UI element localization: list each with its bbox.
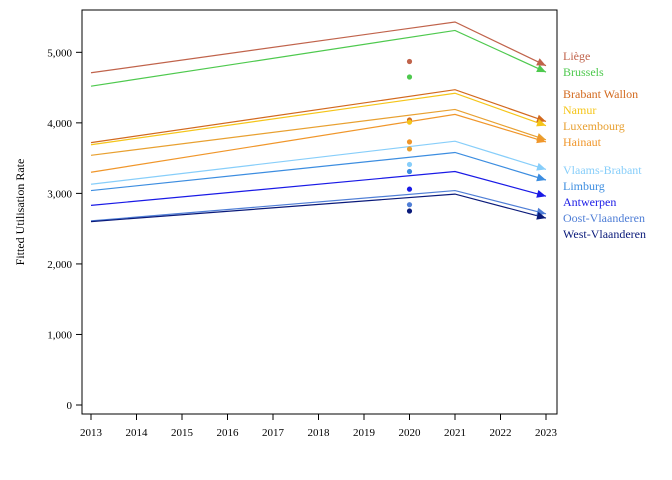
series-line [90,108,547,156]
series-line [90,89,547,144]
x-tick-label: 2014 [126,427,149,439]
legend-entry: Luxembourg [563,119,625,133]
plot-frame [81,9,558,415]
series-arrowhead [536,64,546,73]
legend-entry: Namur [563,103,596,117]
x-tick-label: 2016 [217,427,240,439]
data-point [406,146,413,152]
y-tick-label: 0 [67,400,73,412]
series-arrowhead [536,135,546,144]
x-tick-label: 2020 [399,427,422,439]
y-axis: 0 1,000 2,000 3,000 4,000 5,000 [47,47,82,412]
legend-entry: Limburg [563,179,605,193]
y-tick-label: 3,000 [47,188,72,200]
legend-entry: Vlaams-Brabant [563,163,642,177]
x-tick-label: 2015 [171,427,194,439]
legend: Liège Brussels Brabant Wallon Namur Luxembou… [563,49,646,241]
x-tick-label: 2023 [535,427,558,439]
data-point [406,119,413,125]
series-line [90,151,547,192]
series-points [406,58,413,214]
legend-entry: Oost-Vlaanderen [563,211,645,225]
legend-entry: Liège [563,49,590,63]
legend-entry: West-Vlaanderen [563,227,646,241]
x-axis: 2013 2014 2015 2016 2017 2018 2019 2020 2021 2022… [80,414,558,439]
y-tick-label: 4,000 [47,118,72,130]
x-tick-label: 2021 [444,427,466,439]
series-arrowhead [536,162,546,171]
x-tick-label: 2022 [490,427,512,439]
legend-entry: Hainaut [563,135,602,149]
data-point [406,202,413,208]
series-arrowhead [536,58,546,66]
legend-entry: Brabant Wallon [563,87,638,101]
series-line [90,193,547,223]
series-lines [90,21,547,223]
data-point [406,168,413,175]
data-point [406,161,413,168]
series-line [90,113,547,173]
y-axis-label: Fitted Utilisation Rate [13,159,27,266]
x-tick-label: 2013 [80,427,103,439]
series-arrowhead [536,211,546,220]
series-arrowhead [536,118,546,127]
x-tick-label: 2019 [353,427,376,439]
data-point [406,208,413,214]
data-point [406,139,413,145]
legend-entry: Brussels [563,65,604,79]
series-arrowhead [536,173,546,182]
series-line [90,92,547,146]
y-tick-label: 5,000 [47,47,72,59]
data-point [406,74,413,80]
series-arrows [536,58,546,220]
legend-entry: Antwerpen [563,195,616,209]
data-point [406,186,413,192]
series-arrowhead [536,189,546,198]
series-line [90,189,547,222]
x-tick-label: 2017 [262,427,285,439]
series-line [90,29,547,87]
y-tick-label: 2,000 [47,259,72,271]
series-line [90,170,547,206]
y-tick-label: 1,000 [47,329,72,341]
x-tick-label: 2018 [308,427,331,439]
data-point [406,58,413,65]
series-line [90,140,547,185]
series-line [90,21,547,74]
